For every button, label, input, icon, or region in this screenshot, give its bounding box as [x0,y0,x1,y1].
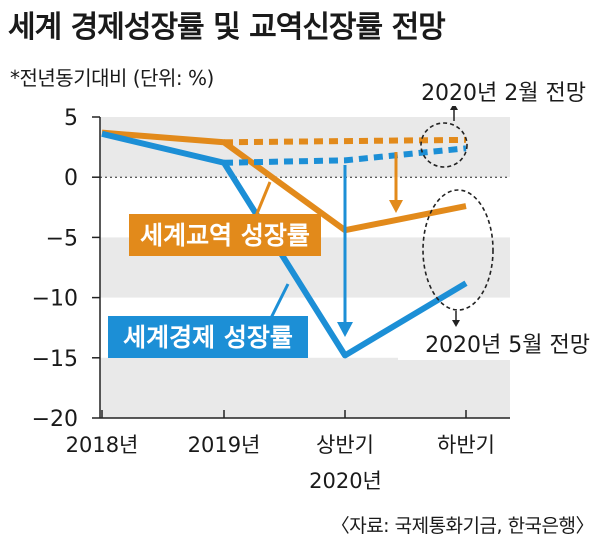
y-tick-label: 0 [64,166,78,191]
chart-title: 세계 경제성장률 및 교역신장률 전망 [8,10,446,45]
y-tick-label: −15 [32,347,78,372]
trade-series-label: 세계교역 성장률 [140,221,310,250]
trade-revision-arrowhead [389,200,403,213]
y-tick-label: 5 [64,106,78,131]
may-forecast-ellipse [422,189,494,311]
x-tick-label: 2018년 [66,433,139,457]
trade-series-label-box [129,214,321,256]
x-tick-label: 2019년 [188,433,261,457]
x-category-group-label: 2020년 [309,469,382,493]
economy-series-label: 세계경제 성장률 [123,323,293,352]
may-forecast-label-bg [398,328,594,360]
may-forecast-label: 2020년 5월 전망 [425,333,590,358]
trade-dashed-series-line [223,136,467,146]
february-forecast-ellipse [420,122,468,168]
february-pointer-arrowhead [450,103,458,110]
economy-label-leader [269,283,290,319]
february-forecast-label: 2020년 2월 전망 [421,81,586,106]
chart-subtitle: *전년동기대비 (단위: %) [10,66,214,90]
x-tick-label: 하반기 [437,433,495,457]
economy-solid-series-line [101,130,468,359]
economy-revision-arrowhead [337,322,353,337]
x-tick-label: 상반기 [316,433,374,457]
y-tick-label: −10 [32,287,78,312]
trade-solid-series-line [101,129,467,234]
economy-dashed-series-line [223,145,467,166]
trade-label-leader [254,181,272,217]
y-tick-label: −5 [46,226,78,251]
may-pointer-arrowhead [452,320,460,327]
background-band [100,357,510,418]
chart-source: 〈자료: 국제통화기금, 한국은행〉 [330,515,595,537]
economy-series-label-box [108,316,308,358]
y-tick-label: −20 [32,407,78,432]
february-forecast-label-bg [398,76,588,106]
